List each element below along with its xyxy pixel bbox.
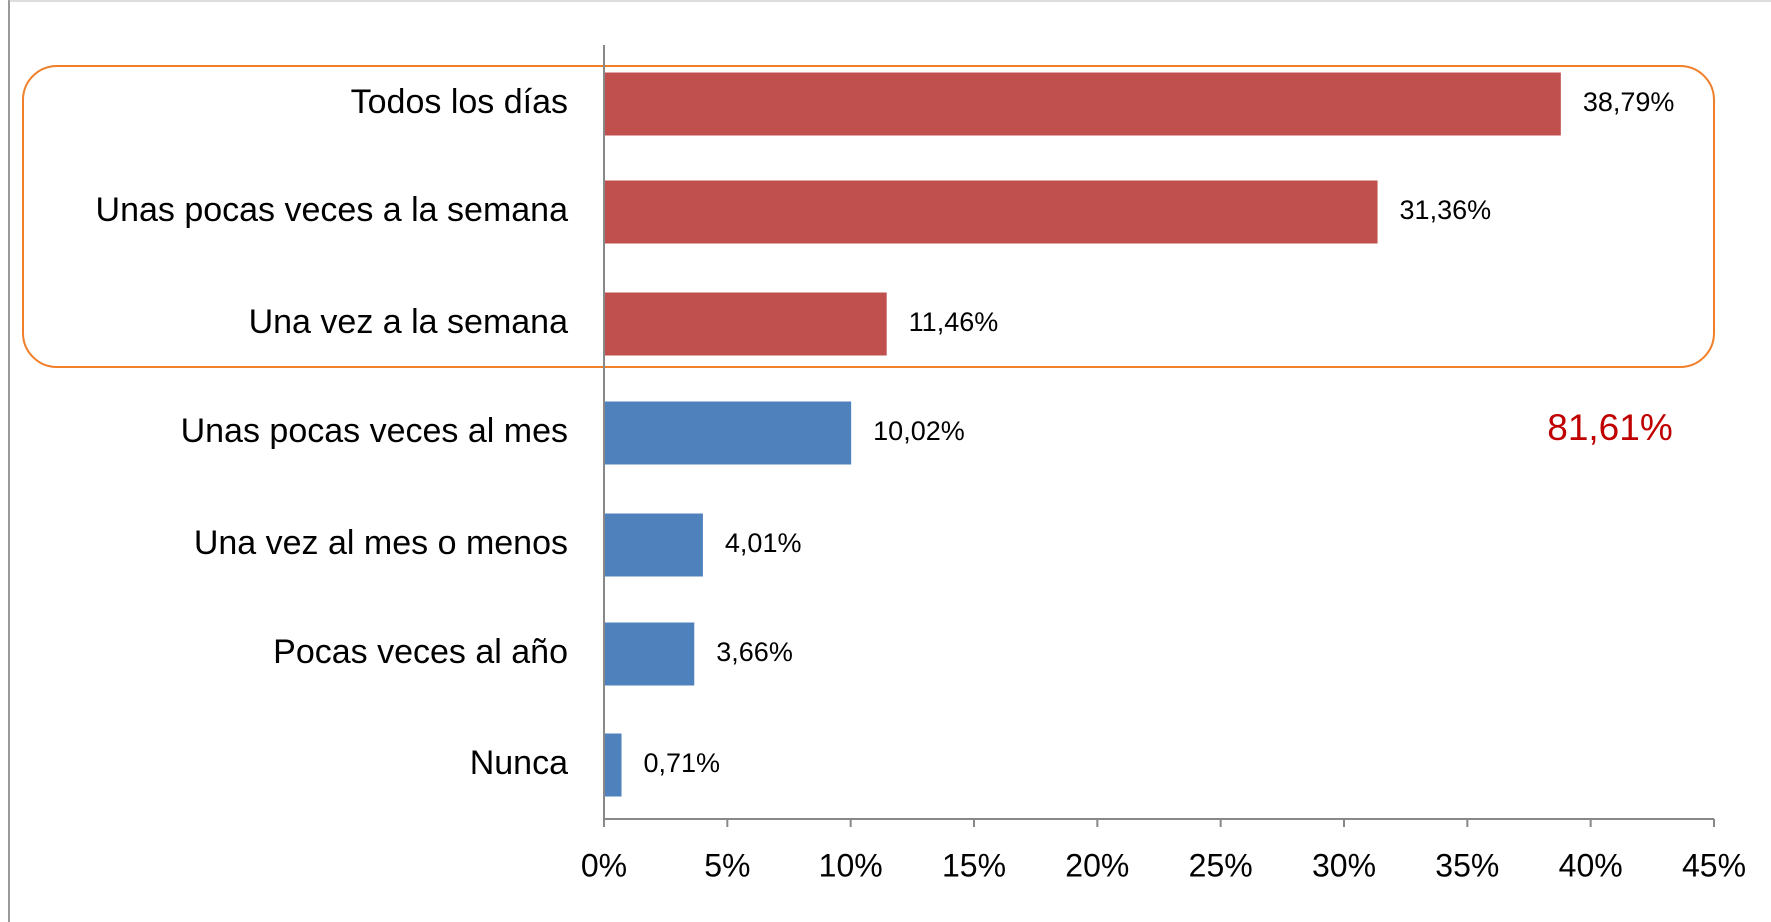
category-label: Unas pocas veces al mes bbox=[181, 412, 568, 450]
x-tick-label: 5% bbox=[704, 847, 750, 883]
x-tick-label: 40% bbox=[1559, 847, 1623, 883]
category-label: Una vez al mes o menos bbox=[194, 524, 568, 562]
x-tick-label: 45% bbox=[1682, 847, 1746, 883]
bar bbox=[604, 401, 852, 465]
category-label: Nunca bbox=[470, 744, 568, 782]
value-label: 0,71% bbox=[644, 748, 721, 778]
category-label: Pocas veces al año bbox=[273, 633, 568, 671]
value-label: 10,02% bbox=[873, 416, 965, 446]
x-tick-label: 10% bbox=[819, 847, 883, 883]
highlight-box bbox=[22, 65, 1715, 368]
category-label: Todos los días bbox=[351, 83, 568, 121]
x-tick-label: 15% bbox=[942, 847, 1006, 883]
value-label: 3,66% bbox=[716, 637, 793, 667]
value-label: 38,79% bbox=[1583, 87, 1675, 117]
x-tick-label: 0% bbox=[581, 847, 627, 883]
bar bbox=[604, 513, 703, 577]
x-tick-label: 20% bbox=[1065, 847, 1129, 883]
bar bbox=[604, 180, 1378, 244]
annotation: 81,61% bbox=[1547, 407, 1673, 448]
x-tick-label: 30% bbox=[1312, 847, 1376, 883]
category-label: Una vez a la semana bbox=[249, 303, 568, 341]
bar bbox=[604, 72, 1561, 136]
category-label: Unas pocas veces a la semana bbox=[96, 191, 569, 229]
bar bbox=[604, 622, 695, 686]
value-label: 11,46% bbox=[909, 307, 999, 337]
x-tick-label: 35% bbox=[1435, 847, 1499, 883]
x-tick-label: 25% bbox=[1189, 847, 1253, 883]
bar bbox=[604, 292, 887, 356]
bar bbox=[604, 733, 622, 797]
value-label: 4,01% bbox=[725, 528, 802, 558]
value-label: 31,36% bbox=[1400, 195, 1492, 225]
